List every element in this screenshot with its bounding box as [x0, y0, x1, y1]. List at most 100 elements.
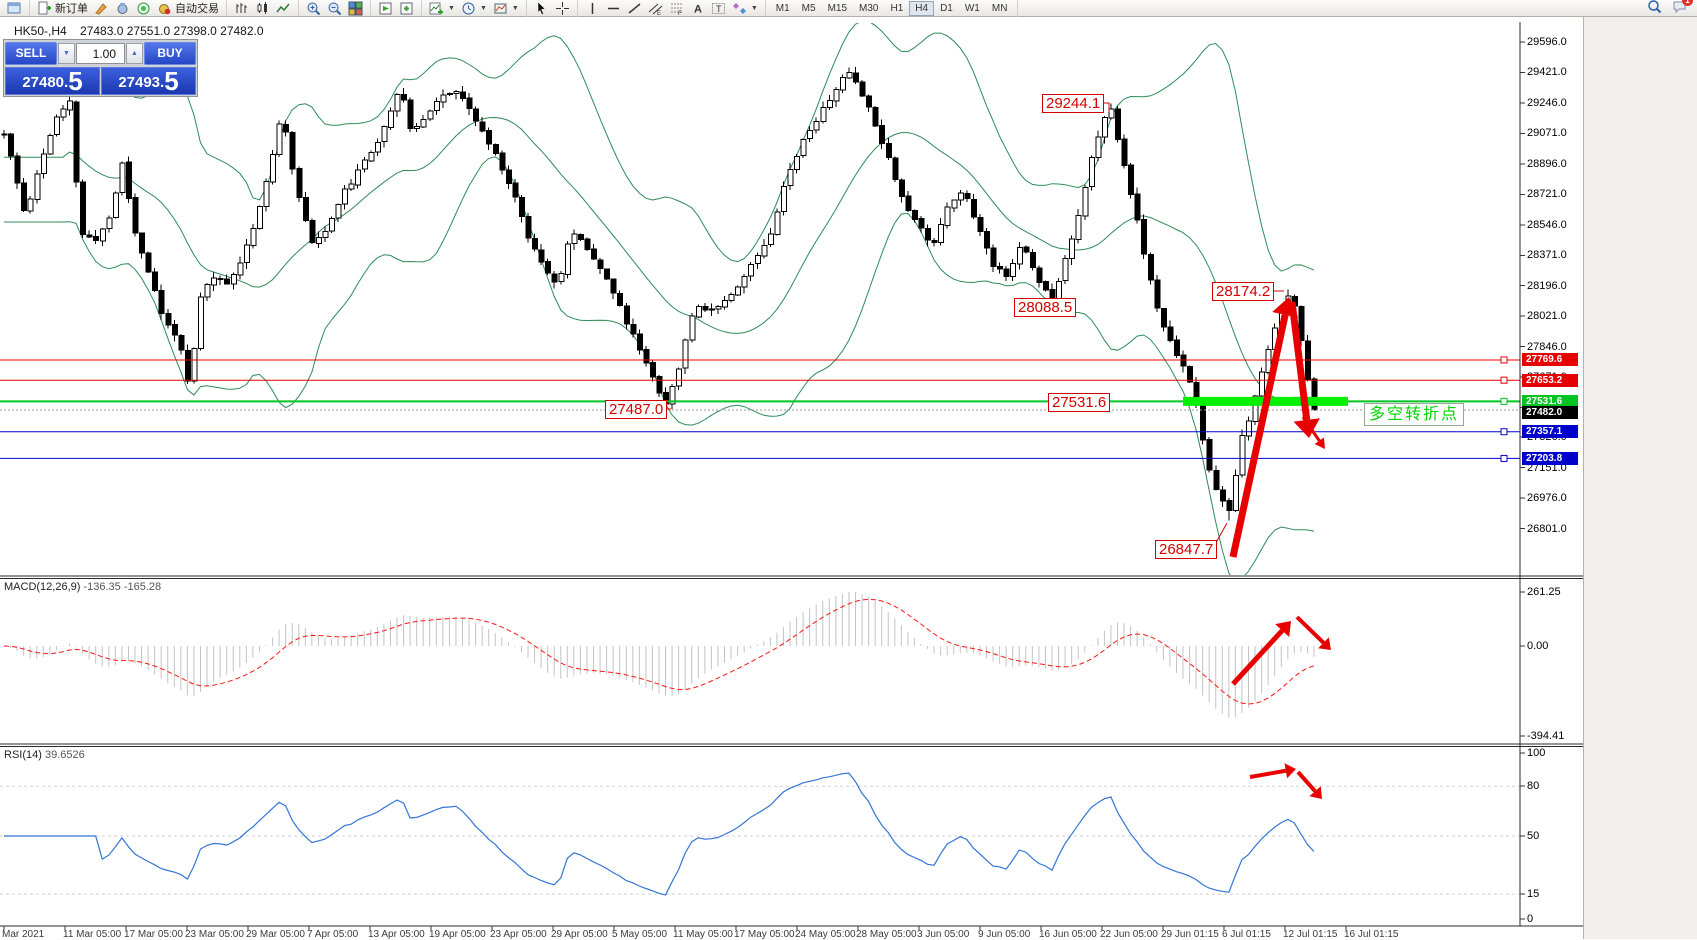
timeframe-h1[interactable]: H1 [890, 2, 904, 14]
price-callout[interactable]: 27531.6 [1048, 393, 1111, 412]
styler-icon[interactable] [91, 0, 112, 16]
svg-text:F: F [678, 11, 682, 16]
timeframe-m15[interactable]: M15 [827, 2, 848, 14]
fibo-icon: F [670, 3, 682, 16]
zoom-in-icon [307, 2, 321, 15]
text-a-icon: A [694, 3, 702, 15]
time-axis-label: 11 Mar 05:00 [63, 929, 122, 940]
sell-button[interactable]: SELL [5, 42, 57, 65]
trend-arrow[interactable] [1229, 314, 1289, 558]
label-tool-button[interactable]: T [708, 0, 729, 16]
volume-up-button[interactable]: ▲ [126, 43, 143, 64]
timeframe-m30[interactable]: M30 [859, 2, 879, 14]
fibonacci-tool-button[interactable]: F [666, 0, 687, 16]
price-axis-tick: 28546.0 [1527, 218, 1567, 231]
timeframe-h4[interactable]: H4 [909, 0, 935, 16]
timeframe-w1[interactable]: W1 [964, 2, 980, 14]
buy-price[interactable]: 27493. 5 [101, 67, 196, 95]
time-axis-label: 29 Mar 05:00 [246, 929, 305, 940]
tile-windows-button[interactable] [345, 0, 366, 16]
price-callout[interactable]: 29244.1 [1042, 94, 1105, 113]
candle-chart-mode-button[interactable] [252, 0, 273, 16]
trend-arrow[interactable] [1301, 416, 1321, 442]
channel-tool-button[interactable]: E [645, 0, 666, 16]
macd-panel[interactable] [3, 592, 1315, 718]
sell-price[interactable]: 27480. 5 [5, 67, 100, 95]
price-callout[interactable]: 26847.7 [1155, 540, 1218, 559]
price-axis-tick: 28196.0 [1527, 279, 1567, 292]
macd-axis-tick: 261.25 [1527, 586, 1561, 598]
ohlc-values: 27483.0 27551.0 27398.0 27482.0 [80, 24, 264, 38]
buy-button[interactable]: BUY [144, 42, 196, 65]
trendline-tool-button[interactable] [624, 0, 645, 16]
trend-arrow[interactable] [1231, 628, 1285, 686]
new-order-button[interactable]: 新订单 [34, 0, 91, 16]
indicators-button[interactable]: ▼ [426, 0, 458, 16]
price-callout[interactable]: 28088.5 [1014, 298, 1077, 317]
rsi-axis-tick: 50 [1527, 830, 1540, 842]
channel-icon: E [648, 3, 663, 16]
zoom-in-button[interactable] [303, 0, 324, 16]
trend-arrow[interactable] [1296, 770, 1317, 793]
text-tool-button[interactable]: A [687, 0, 708, 16]
timeframe-m1[interactable]: M1 [775, 2, 790, 14]
price-line-tag: 27357.1 [1522, 425, 1578, 439]
cursor-icon [537, 0, 546, 15]
toolbar-group: 新订单 自动交易 [30, 0, 227, 17]
cursor-tool-button[interactable] [531, 0, 552, 16]
volume-down-button[interactable]: ▼ [58, 43, 75, 64]
rsi-panel[interactable] [0, 772, 1520, 896]
signals-icon[interactable] [133, 0, 154, 16]
time-axis-label: 11 May 05:00 [673, 929, 733, 940]
price-axis-tick: 26801.0 [1527, 522, 1567, 535]
periods-button[interactable]: ▼ [458, 0, 490, 16]
line-handle[interactable] [1500, 376, 1508, 384]
publisher-icon[interactable] [112, 0, 133, 16]
hline-icon [607, 7, 619, 9]
line-handle[interactable] [1500, 397, 1508, 405]
chat-button[interactable]: 1 [1672, 0, 1693, 17]
trend-arrow[interactable] [1249, 768, 1287, 779]
trend-arrow[interactable] [1295, 615, 1325, 645]
line-handle[interactable] [1500, 428, 1508, 436]
trend-arrow[interactable] [1288, 301, 1311, 421]
svg-text:A: A [694, 3, 702, 15]
line-handle[interactable] [1500, 454, 1508, 462]
rsi-axis-tick: 15 [1527, 888, 1540, 901]
trendline-icon [628, 2, 641, 14]
time-axis-label: 16 Jul 01:15 [1344, 929, 1399, 940]
vline-icon [591, 2, 594, 14]
vline-tool-button[interactable] [582, 0, 603, 16]
bar-chart-mode-button[interactable] [231, 0, 252, 16]
zoom-out-button[interactable] [324, 0, 345, 16]
volume-input[interactable] [76, 43, 125, 64]
panel-frame [0, 22, 1583, 930]
templates-icon [494, 3, 507, 13]
toolbar-group: E F A T ▼ [578, 0, 766, 17]
crosshair-tool-button[interactable] [552, 0, 573, 16]
symbol-period-label: HK50-,H4 [14, 24, 67, 38]
timeframe-m5[interactable]: M5 [801, 2, 816, 14]
timeframe-d1[interactable]: D1 [940, 2, 953, 14]
autotrade-button[interactable]: 自动交易 [154, 0, 222, 16]
price-callout[interactable]: 28174.2 [1212, 282, 1275, 301]
search-button[interactable] [1647, 0, 1662, 17]
trend-arrow-head [1284, 763, 1296, 779]
arrows-tool-button[interactable]: ▼ [729, 0, 761, 16]
price-line-tag: 27531.6 [1522, 394, 1578, 408]
line-handle[interactable] [1500, 356, 1508, 364]
rsi-axis-tick: 100 [1527, 747, 1546, 759]
timeframe-mn[interactable]: MN [991, 2, 1008, 14]
time-axis-label: 17 Mar 05:00 [124, 929, 183, 940]
price-callout[interactable]: 27487.0 [605, 400, 668, 419]
templates-button[interactable]: ▼ [490, 0, 522, 16]
line-chart-mode-button[interactable] [273, 0, 294, 16]
turning-point-note[interactable]: 多空转折点 [1364, 403, 1465, 426]
toolbar-right-icons: 1 [1647, 0, 1697, 17]
new-chart-button[interactable] [375, 0, 396, 16]
chart-window-icon[interactable] [4, 0, 25, 16]
hline-tool-button[interactable] [603, 0, 624, 16]
profiles-button[interactable] [396, 0, 417, 16]
main-chart-panel[interactable] [0, 21, 1520, 582]
